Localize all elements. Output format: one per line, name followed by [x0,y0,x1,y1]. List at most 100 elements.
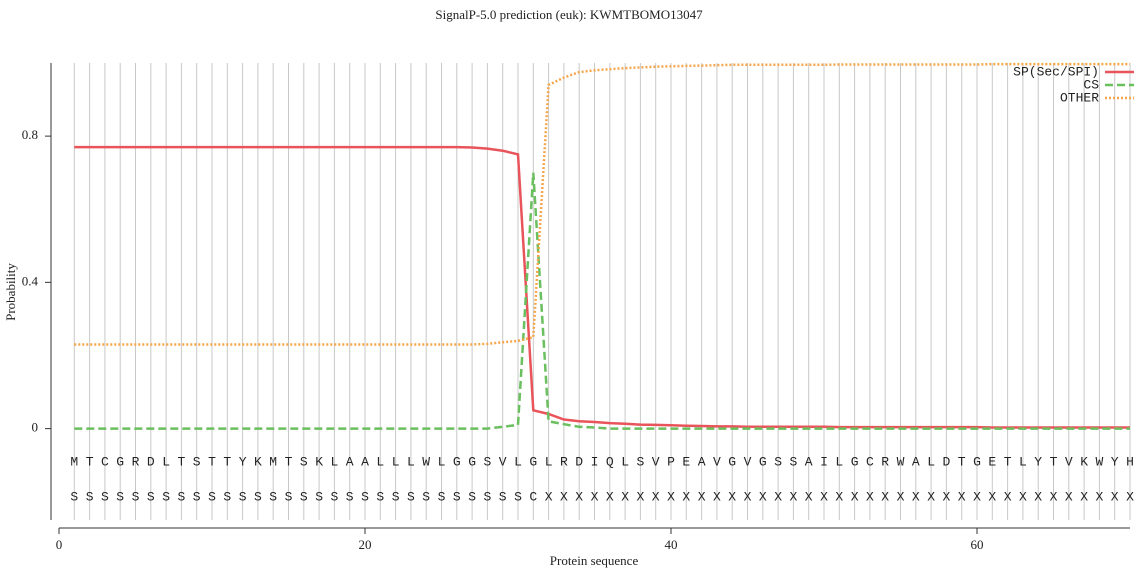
residue: D [942,454,950,469]
predicted-label: X [1050,489,1058,504]
predicted-label: S [392,489,400,504]
predicted-label: S [70,489,78,504]
predicted-label: X [1034,489,1042,504]
predicted-label: S [177,489,185,504]
predicted-label: X [851,489,859,504]
predicted-label: X [545,489,553,504]
predicted-label: X [713,489,721,504]
residue: S [789,454,797,469]
predicted-label: S [86,489,94,504]
series-line [74,145,1130,429]
predicted-label: S [147,489,155,504]
predicted-label: X [942,489,950,504]
residue: L [376,454,384,469]
predicted-label: X [988,489,996,504]
residue: G [529,454,537,469]
predicted-label: X [621,489,629,504]
predicted-label: S [162,489,170,504]
predicted-label: X [728,489,736,504]
residue: L [835,454,843,469]
predicted-label: S [223,489,231,504]
predicted-label: S [514,489,522,504]
residue: V [652,454,660,469]
predicted-label: X [682,489,690,504]
residue: E [988,454,996,469]
residue: V [1065,454,1073,469]
x-axis-label: Protein sequence [550,553,639,568]
predicted-label: S [132,489,140,504]
residue: I [591,454,599,469]
residue: E [682,454,690,469]
residue: L [392,454,400,469]
legend-label: CS [1083,77,1099,92]
predicted-label: X [789,489,797,504]
predicted-label: X [897,489,905,504]
predicted-label: S [116,489,124,504]
residue: G [759,454,767,469]
residue: Q [606,454,614,469]
residue: Y [1111,454,1119,469]
residue: G [851,454,859,469]
predicted-label: X [805,489,813,504]
residue: V [713,454,721,469]
residue: D [575,454,583,469]
predicted-label: X [774,489,782,504]
x-tick-label: 60 [971,537,984,552]
predicted-label: X [575,489,583,504]
residue: R [881,454,889,469]
x-tick-label: 0 [56,537,63,552]
x-tick-label: 20 [359,537,372,552]
residue: D [147,454,155,469]
predicted-label: S [193,489,201,504]
predicted-label: X [866,489,874,504]
predicted-label: X [1065,489,1073,504]
residue: A [346,454,354,469]
residue: L [621,454,629,469]
predicted-label: S [346,489,354,504]
residue: G [973,454,981,469]
predicted-label: X [652,489,660,504]
predicted-label: X [591,489,599,504]
predicted-label: C [529,489,537,504]
residue: R [560,454,568,469]
residue: A [912,454,920,469]
residue: W [422,454,430,469]
residue: W [1095,454,1103,469]
predicted-label: X [1019,489,1027,504]
residue: L [545,454,553,469]
predicted-label: X [560,489,568,504]
residue: P [667,454,675,469]
residue: T [208,454,216,469]
residue: V [744,454,752,469]
residue: S [774,454,782,469]
predicted-label: S [438,489,446,504]
predicted-label: S [361,489,369,504]
residue: S [193,454,201,469]
residue: L [407,454,415,469]
series-line [74,172,1130,430]
residue: G [728,454,736,469]
residue: W [897,454,905,469]
predicted-label: S [376,489,384,504]
residue: S [636,454,644,469]
predicted-label: X [636,489,644,504]
predicted-label: X [667,489,675,504]
residue: K [1080,454,1088,469]
residue: M [70,454,78,469]
residue: M [269,454,277,469]
chart-title: SignalP-5.0 prediction (euk): KWMTBOMO13… [435,7,703,22]
x-tick-label: 40 [665,537,678,552]
predicted-label: S [315,489,323,504]
residue: G [116,454,124,469]
predicted-label: S [254,489,262,504]
predicted-label: S [208,489,216,504]
residue: L [438,454,446,469]
residue: K [315,454,323,469]
y-axis-label: Probability [3,263,18,321]
predicted-label: S [483,489,491,504]
predicted-label: S [330,489,338,504]
y-tick-label: 0.8 [22,127,38,142]
predicted-label: X [744,489,752,504]
residue: T [1004,454,1012,469]
